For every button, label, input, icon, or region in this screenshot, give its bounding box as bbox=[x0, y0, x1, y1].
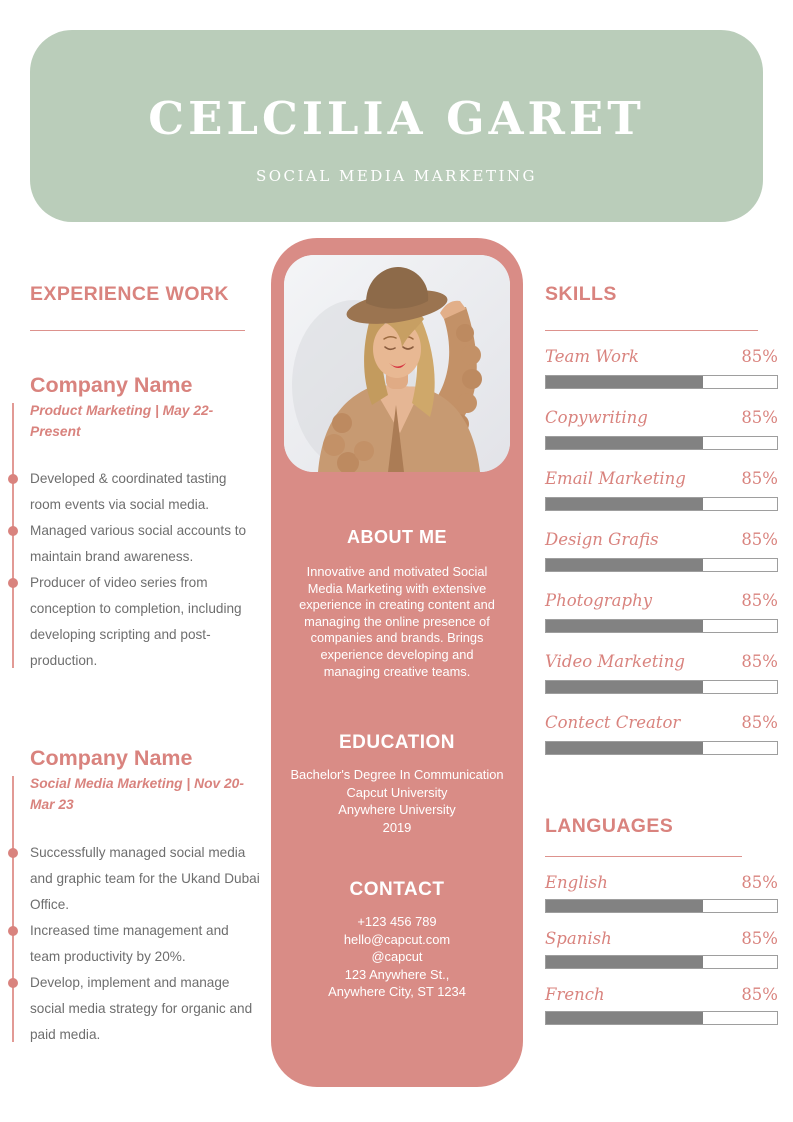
skill-bar-fill bbox=[546, 681, 704, 693]
job-title: SOCIAL MEDIA MARKETING bbox=[255, 167, 538, 185]
skill-name: Design Grafis bbox=[545, 530, 659, 549]
language-bar bbox=[545, 899, 778, 913]
skill-bar-fill bbox=[546, 498, 704, 510]
role-period: Social Media Marketing | Nov 20-Mar 23 bbox=[30, 776, 244, 813]
education-title: EDUCATION bbox=[338, 732, 456, 754]
contact-details: +123 456 789 hello@capcut.com @capcut 12… bbox=[271, 913, 523, 1001]
header-banner: CELCILIA GARET SOCIAL MEDIA MARKETING bbox=[30, 30, 763, 222]
skill-bar bbox=[545, 741, 778, 755]
skill-meter: Contect Creator 85% bbox=[545, 713, 778, 755]
language-meter: French 85% bbox=[545, 985, 778, 1025]
education-school: Anywhere University bbox=[338, 802, 456, 818]
skill-value: 85% bbox=[741, 408, 778, 427]
experience-bullet: Increased time management and team produ… bbox=[8, 918, 261, 970]
education-degree: Bachelor's Degree In Communication bbox=[290, 767, 504, 783]
skill-value: 85% bbox=[741, 652, 778, 671]
experience-bullet: Successfully managed social media and gr… bbox=[8, 840, 261, 918]
experience-title: EXPERIENCE WORK bbox=[30, 283, 229, 305]
profile-photo bbox=[284, 255, 510, 472]
company-name: Company Name bbox=[30, 373, 193, 397]
education-details: Bachelor's Degree In Communication Capcu… bbox=[271, 766, 523, 836]
profile-panel: ABOUT ME Innovative and motivated Social… bbox=[271, 238, 523, 1087]
skill-name: Team Work bbox=[545, 347, 639, 366]
education-year: 2019 bbox=[382, 819, 412, 835]
company-name: Company Name bbox=[30, 746, 193, 771]
experience-bullet: Managed various social accounts to maint… bbox=[8, 518, 261, 570]
portrait-illustration bbox=[284, 255, 510, 472]
skill-meter: Video Marketing 85% bbox=[545, 652, 778, 694]
skill-bar bbox=[545, 558, 778, 572]
language-bar-fill bbox=[546, 956, 704, 968]
skill-name: Email Marketing bbox=[545, 469, 686, 488]
skill-meter: Copywriting 85% bbox=[545, 408, 778, 450]
language-name: French bbox=[545, 985, 605, 1004]
language-bar bbox=[545, 1011, 778, 1025]
language-bar-fill bbox=[546, 1012, 704, 1024]
experience-bullet: Producer of video series from conception… bbox=[8, 570, 261, 674]
skill-name: Copywriting bbox=[545, 408, 648, 427]
contact-phone: +123 456 789 bbox=[357, 914, 437, 930]
experience-bullet: Developed & coordinated tasting room eve… bbox=[8, 466, 261, 518]
skills-title: SKILLS bbox=[545, 283, 617, 305]
skill-name: Contect Creator bbox=[545, 713, 681, 732]
skill-name: Photography bbox=[545, 591, 653, 610]
skill-bar-fill bbox=[546, 559, 704, 571]
skill-bar bbox=[545, 497, 778, 511]
skill-value: 85% bbox=[741, 347, 778, 366]
contact-handle: @capcut bbox=[371, 949, 423, 965]
skill-meter: Email Marketing 85% bbox=[545, 469, 778, 511]
person-name: CELCILIA GARET bbox=[148, 92, 645, 145]
contact-city: Anywhere City, ST 1234 bbox=[328, 984, 466, 1000]
contact-email: hello@capcut.com bbox=[343, 931, 451, 947]
divider bbox=[545, 330, 758, 331]
contact-address: 123 Anywhere St., bbox=[344, 966, 450, 982]
skill-name: Video Marketing bbox=[545, 652, 685, 671]
experience-bullet: Develop, implement and manage social med… bbox=[8, 970, 261, 1048]
skill-bar-fill bbox=[546, 742, 704, 754]
language-value: 85% bbox=[741, 929, 778, 948]
job-entry-1: Company Name Product Marketing | May 22-… bbox=[8, 373, 261, 674]
skill-value: 85% bbox=[741, 713, 778, 732]
skill-bar bbox=[545, 619, 778, 633]
language-name: Spanish bbox=[545, 929, 612, 948]
divider bbox=[30, 330, 245, 331]
skill-bar bbox=[545, 680, 778, 694]
language-meter: Spanish 85% bbox=[545, 929, 778, 969]
skill-value: 85% bbox=[741, 591, 778, 610]
skill-value: 85% bbox=[741, 530, 778, 549]
language-name: English bbox=[545, 873, 608, 892]
skill-bar bbox=[545, 375, 778, 389]
about-title: ABOUT ME bbox=[347, 527, 447, 547]
job-bullet-list: Developed & coordinated tasting room eve… bbox=[8, 466, 261, 674]
contact-title: CONTACT bbox=[349, 879, 445, 901]
education-school: Capcut University bbox=[346, 784, 448, 800]
skill-bar-fill bbox=[546, 376, 704, 388]
experience-section: EXPERIENCE WORK Company Name Product Mar… bbox=[8, 283, 261, 1048]
skill-value: 85% bbox=[741, 469, 778, 488]
role-period: Product Marketing | May 22-Present bbox=[30, 403, 214, 439]
job-bullet-list: Successfully managed social media and gr… bbox=[8, 840, 261, 1048]
skill-meter: Design Grafis 85% bbox=[545, 530, 778, 572]
skill-bar-fill bbox=[546, 437, 704, 449]
language-value: 85% bbox=[741, 873, 778, 892]
skills-section: SKILLS Team Work 85% Copywriting 85% Ema… bbox=[545, 283, 778, 1025]
languages-title: LANGUAGES bbox=[545, 815, 674, 837]
job-entry-2: Company Name Social Media Marketing | No… bbox=[8, 746, 261, 1048]
divider bbox=[545, 856, 742, 857]
language-bar-fill bbox=[546, 900, 704, 912]
skill-meter: Team Work 85% bbox=[545, 347, 778, 389]
language-bar bbox=[545, 955, 778, 969]
language-meter: English 85% bbox=[545, 873, 778, 913]
skill-bar-fill bbox=[546, 620, 704, 632]
language-value: 85% bbox=[741, 985, 778, 1004]
skill-bar bbox=[545, 436, 778, 450]
about-text: Innovative and motivated Social Media Ma… bbox=[299, 564, 495, 679]
skill-meter: Photography 85% bbox=[545, 591, 778, 633]
